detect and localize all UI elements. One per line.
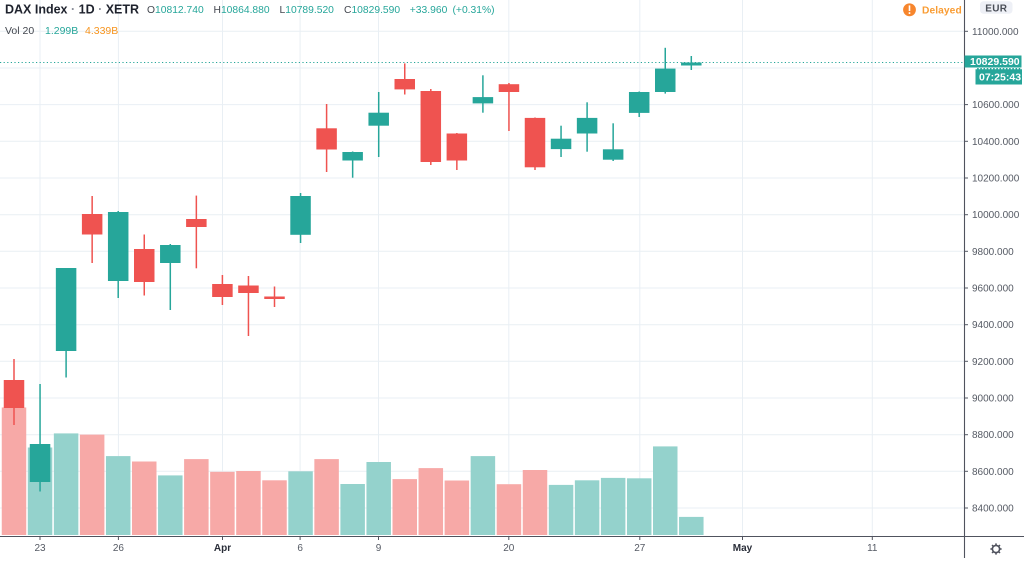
svg-text:8600.000: 8600.000 (972, 467, 1014, 478)
svg-text:27: 27 (634, 543, 646, 554)
svg-text:8400.000: 8400.000 (972, 504, 1014, 515)
svg-text:Apr: Apr (214, 543, 231, 554)
svg-text:9600.000: 9600.000 (972, 284, 1014, 295)
svg-text:9400.000: 9400.000 (972, 320, 1014, 331)
svg-text:10829.590: 10829.590 (970, 56, 1020, 68)
svg-text:07:25:43: 07:25:43 (979, 72, 1021, 84)
svg-text:May: May (733, 543, 753, 554)
svg-text:10000.000: 10000.000 (972, 210, 1020, 221)
svg-text:DAX Index · 1D · XETR: DAX Index · 1D · XETR (5, 3, 139, 17)
svg-text:11000.000: 11000.000 (972, 27, 1019, 38)
svg-text:10400.000: 10400.000 (972, 137, 1020, 148)
svg-text:10200.000: 10200.000 (972, 174, 1020, 185)
svg-text:EUR: EUR (985, 3, 1007, 14)
svg-text:23: 23 (34, 543, 46, 554)
svg-text:9200.000: 9200.000 (972, 357, 1014, 368)
svg-text:Vol 20: Vol 20 (5, 25, 34, 37)
svg-text:6: 6 (297, 543, 303, 554)
svg-text:Delayed: Delayed (922, 5, 962, 16)
svg-text:11: 11 (867, 543, 878, 554)
svg-text:4.339B: 4.339B (85, 25, 118, 37)
svg-text:1.299B: 1.299B (45, 25, 78, 37)
svg-text:9000.000: 9000.000 (972, 394, 1014, 405)
svg-text:9800.000: 9800.000 (972, 247, 1014, 258)
svg-text:8800.000: 8800.000 (972, 430, 1014, 441)
svg-text:10600.000: 10600.000 (972, 100, 1020, 111)
svg-text:9: 9 (376, 543, 382, 554)
svg-text:20: 20 (503, 543, 515, 554)
svg-text:26: 26 (113, 543, 125, 554)
